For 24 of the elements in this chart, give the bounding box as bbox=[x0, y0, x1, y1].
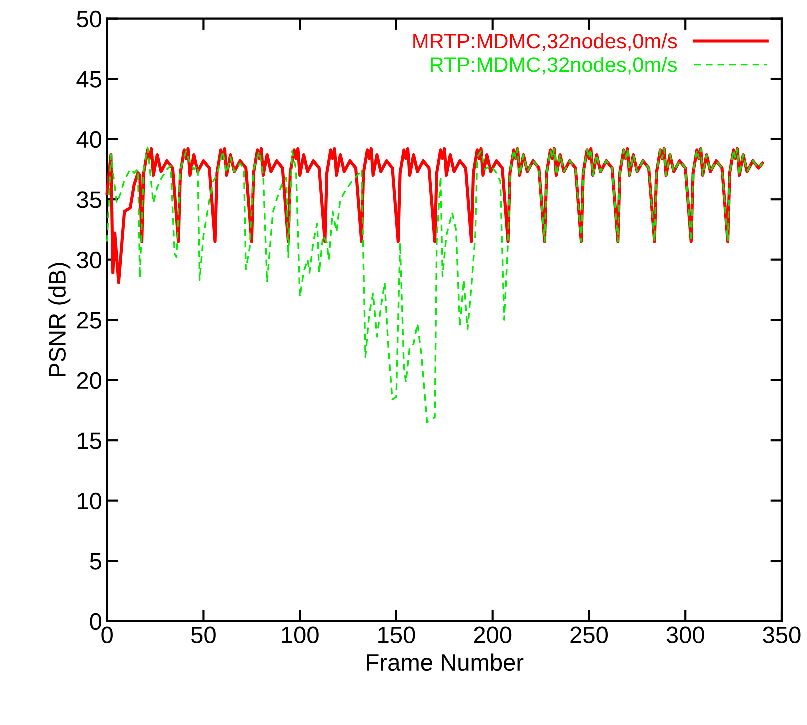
x-tick-label: 150 bbox=[378, 626, 416, 644]
x-tick-label: 300 bbox=[666, 626, 704, 644]
y-tick-label: 10 bbox=[78, 492, 102, 510]
y-tick-label: 5 bbox=[90, 553, 102, 570]
y-tick-label: 0 bbox=[90, 613, 102, 630]
x-tick-label: 0 bbox=[102, 626, 113, 644]
x-tick-label: 250 bbox=[570, 626, 608, 644]
x-tick-label: 200 bbox=[474, 626, 512, 644]
y-tick-label: 25 bbox=[77, 312, 102, 329]
x-axis-title: Frame Number bbox=[367, 654, 524, 672]
legend-label: MRTP:MDMC,32nodes,0m/s bbox=[414, 33, 678, 52]
y-tick-label: 35 bbox=[77, 192, 102, 208]
y-tick-label: 40 bbox=[76, 131, 102, 148]
line-series bbox=[106, 146, 764, 424]
x-tick-label: 350 bbox=[763, 626, 801, 644]
legend-label: RTP:MDMC,32nodes,0m/s bbox=[430, 57, 678, 75]
y-axis-title: PSNR (dB) bbox=[48, 263, 71, 377]
y-tick-label: 45 bbox=[76, 71, 102, 88]
y-tick-label: 15 bbox=[78, 432, 102, 450]
x-tick-label: 100 bbox=[282, 626, 319, 644]
x-tick-label: 50 bbox=[192, 626, 216, 644]
y-tick-label: 50 bbox=[77, 10, 102, 28]
y-tick-label: 30 bbox=[77, 252, 102, 269]
y-tick-label: 20 bbox=[77, 372, 102, 390]
